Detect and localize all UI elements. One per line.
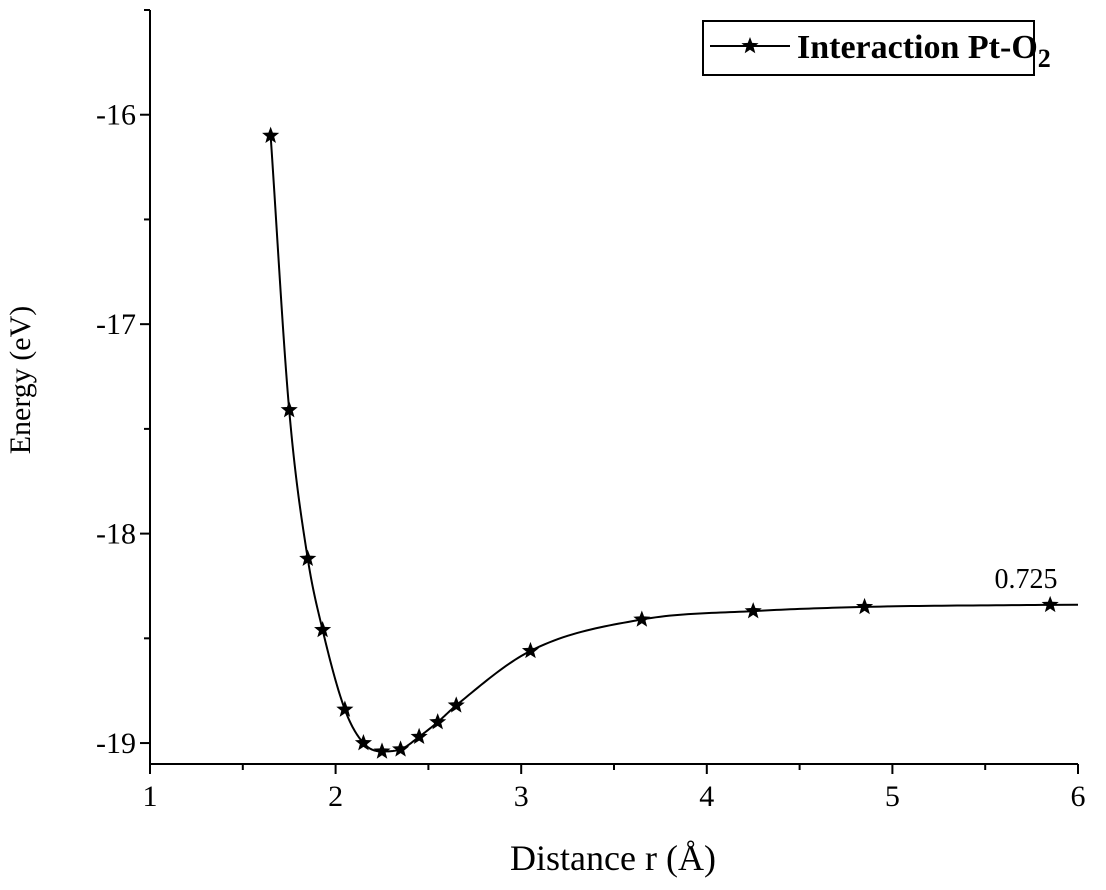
data-point-star (1041, 595, 1059, 613)
y-tick-label: -18 (96, 518, 136, 551)
y-ticks: -16 -17 -18 -19 (96, 9, 150, 760)
legend-label: Interaction Pt-O2 (797, 29, 1051, 73)
x-ticks: 1 2 3 4 5 6 (143, 764, 1086, 813)
data-point-star (336, 700, 354, 717)
data-point-star (447, 696, 465, 713)
legend: Interaction Pt-O2 (702, 20, 1051, 76)
data-point-star (299, 549, 317, 567)
data-point-star (521, 641, 540, 659)
data-point-star (280, 401, 298, 418)
data-point-star (410, 727, 428, 745)
data-point-star (262, 126, 280, 143)
data-point-star (856, 597, 874, 615)
data-point-star (392, 740, 410, 757)
x-tick-label: 4 (699, 780, 714, 813)
data-point-star (744, 602, 762, 619)
y-axis-title: Energy (eV) (4, 306, 37, 455)
x-tick-label: 5 (885, 780, 900, 813)
y-tick-label: -16 (96, 99, 136, 132)
legend-star-icon (741, 37, 759, 54)
data-point-star (314, 620, 332, 638)
y-tick-label: -17 (96, 308, 136, 341)
fit-curve (269, 135, 1079, 753)
legend-label-subscript: 2 (1038, 44, 1051, 73)
x-axis-title: Distance r (Å) (510, 838, 716, 878)
annotation-0725: 0.725 (995, 564, 1058, 595)
axes (149, 10, 1078, 765)
legend-label-main: Interaction Pt-O (797, 29, 1038, 66)
y-tick-label: -19 (96, 727, 136, 760)
data-point-star (354, 734, 372, 751)
x-tick-label: 6 (1071, 780, 1086, 813)
data-markers (262, 126, 1059, 759)
data-point-star (429, 713, 447, 730)
x-tick-label: 1 (143, 780, 158, 813)
x-tick-label: 3 (514, 780, 529, 813)
data-point-star (373, 742, 391, 759)
data-point-star (633, 610, 651, 627)
legend-box (702, 20, 1035, 76)
x-tick-label: 2 (328, 780, 343, 813)
